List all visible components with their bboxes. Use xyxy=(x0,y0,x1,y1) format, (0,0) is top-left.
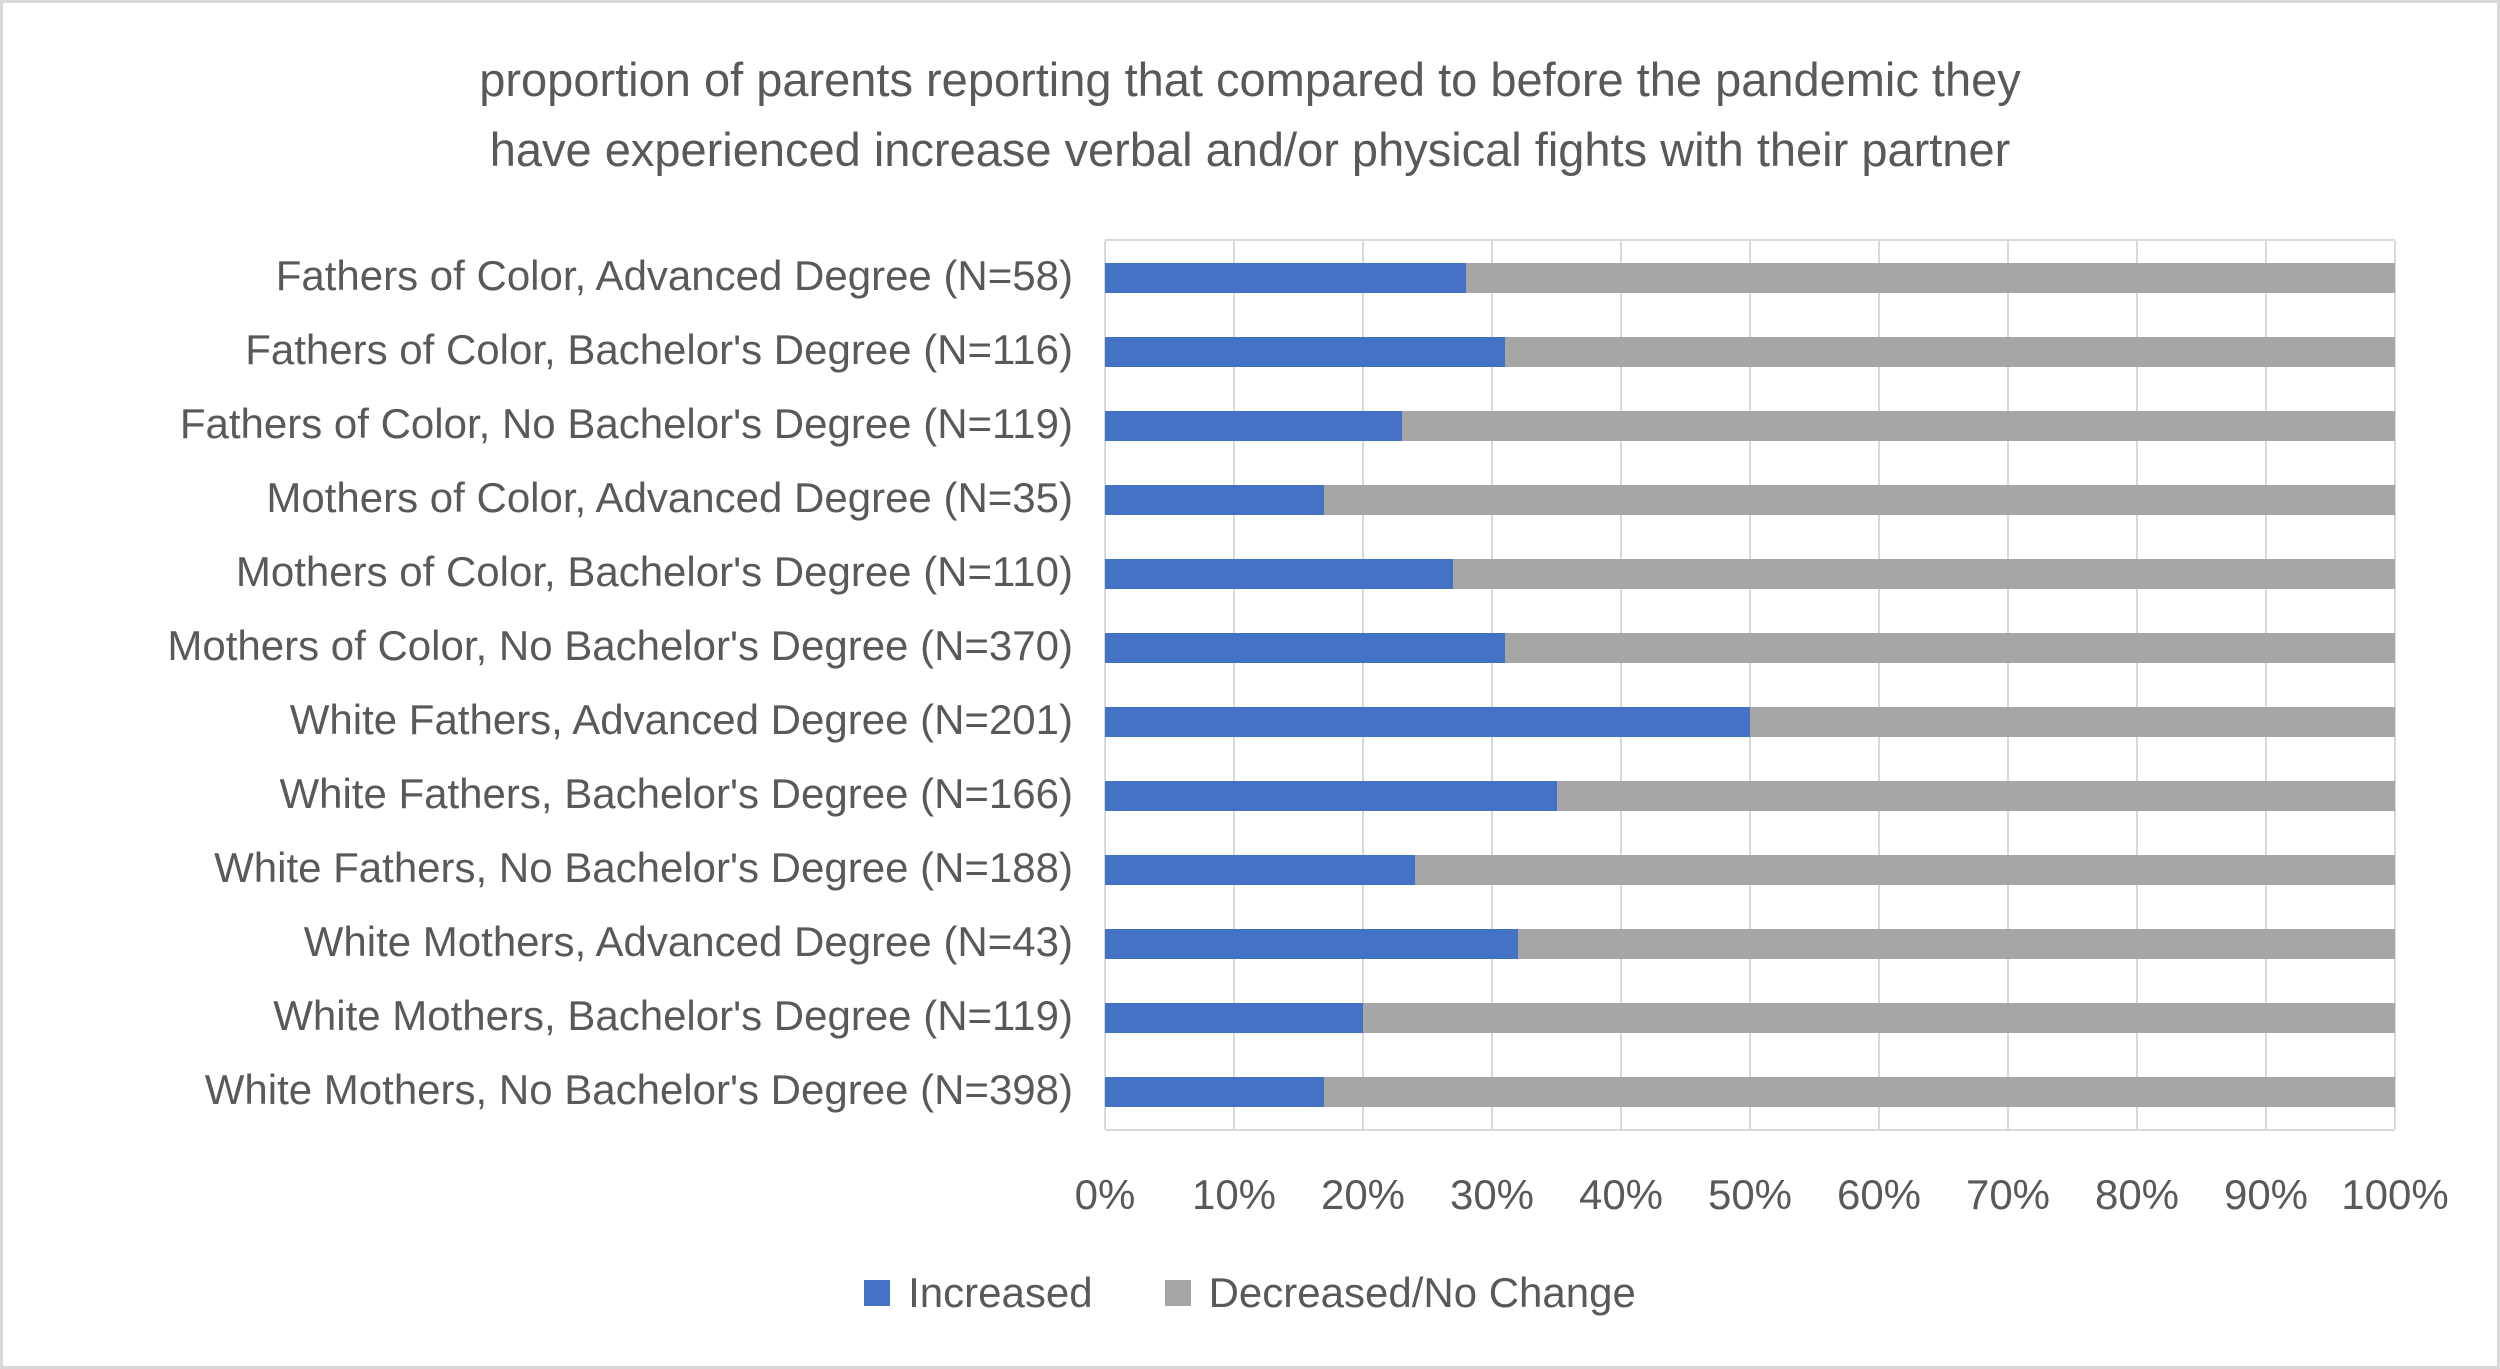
bar-segment-decreased-no-change xyxy=(1466,263,2395,293)
x-tick-label: 100% xyxy=(2341,1171,2449,1218)
bar-track xyxy=(1105,1003,2395,1033)
gridline-100% xyxy=(2394,241,2396,1129)
gridline-40% xyxy=(1620,241,1622,1129)
gridline-50% xyxy=(1749,241,1751,1129)
bar-segment-increased xyxy=(1105,781,1557,811)
bar-track xyxy=(1105,707,2395,737)
category-label: White Mothers, Advanced Degree (N=43) xyxy=(303,918,1073,965)
gridline-60% xyxy=(1878,241,1880,1129)
legend-swatch-increased-icon xyxy=(864,1280,891,1306)
category-label: Mothers of Color, Advanced Degree (N=35) xyxy=(266,474,1073,521)
bar-segment-decreased-no-change xyxy=(1504,337,2395,367)
bar-track xyxy=(1105,263,2395,293)
bar-segment-decreased-no-change xyxy=(1401,411,2395,441)
bar-track xyxy=(1105,633,2395,663)
category-label: Mothers of Color, Bachelor's Degree (N=1… xyxy=(235,548,1073,595)
x-tick-label: 40% xyxy=(1578,1171,1664,1218)
bar-segment-decreased-no-change xyxy=(1363,1003,2395,1033)
bar-segment-increased xyxy=(1105,633,1505,663)
x-tick-label: 60% xyxy=(1836,1171,1922,1218)
category-label: White Mothers, No Bachelor's Degree (N=3… xyxy=(204,1066,1073,1113)
bar-rows xyxy=(1105,241,2395,1129)
bar-segment-decreased-no-change xyxy=(1453,559,2395,589)
bar-track xyxy=(1105,929,2395,959)
gridline-70% xyxy=(2007,241,2009,1129)
bar-segment-increased xyxy=(1105,855,1415,885)
gridline-30% xyxy=(1491,241,1493,1129)
category-label: White Fathers, Bachelor's Degree (N=166) xyxy=(279,770,1073,817)
bar-segment-increased xyxy=(1105,929,1518,959)
value-axis: 0% 10% 20% 30% 40% 50% 60% 70% 80% 90% 100% xyxy=(1075,1171,2449,1223)
x-tick-label: 50% xyxy=(1707,1171,1793,1218)
bar-row xyxy=(1105,759,2395,833)
category-label: Mothers of Color, No Bachelor's Degree (… xyxy=(167,622,1073,669)
bar-segment-decreased-no-change xyxy=(1517,929,2395,959)
bar-segment-increased xyxy=(1105,485,1325,515)
chart-title-line-2: have experienced increase verbal and/or … xyxy=(489,123,2011,176)
gridline-80% xyxy=(2136,241,2138,1129)
bar-row xyxy=(1105,833,2395,907)
x-tick-label: 30% xyxy=(1449,1171,1535,1218)
bar-row xyxy=(1105,537,2395,611)
x-tick-label: 10% xyxy=(1191,1171,1277,1218)
bar-track xyxy=(1105,411,2395,441)
gridline-20% xyxy=(1362,241,1364,1129)
bar-row xyxy=(1105,241,2395,315)
x-tick-label: 20% xyxy=(1320,1171,1406,1218)
legend-label-decreased-no-change: Decreased/No Change xyxy=(1208,1269,1636,1316)
bar-row xyxy=(1105,685,2395,759)
bar-row xyxy=(1105,611,2395,685)
bar-track xyxy=(1105,485,2395,515)
legend-item-increased: Increased xyxy=(864,1269,1093,1317)
bar-track xyxy=(1105,1077,2395,1107)
bar-segment-decreased-no-change xyxy=(1504,633,2395,663)
gridline-90% xyxy=(2265,241,2267,1129)
bar-track xyxy=(1105,337,2395,367)
legend-item-decreased-no-change: Decreased/No Change xyxy=(1164,1269,1636,1317)
bar-track xyxy=(1105,855,2395,885)
bar-row xyxy=(1105,463,2395,537)
bar-segment-decreased-no-change xyxy=(1556,781,2395,811)
chart-title: proportion of parents reporting that com… xyxy=(3,45,2497,185)
gridline-0% xyxy=(1104,241,1106,1129)
bar-segment-increased xyxy=(1105,1003,1363,1033)
legend-label-increased: Increased xyxy=(908,1269,1093,1316)
bar-row xyxy=(1105,1055,2395,1129)
category-label: Fathers of Color, Bachelor's Degree (N=1… xyxy=(245,326,1073,373)
category-label: Fathers of Color, No Bachelor's Degree (… xyxy=(179,400,1073,447)
bar-segment-increased xyxy=(1105,559,1454,589)
bar-segment-increased xyxy=(1105,707,1750,737)
category-label: White Fathers, Advanced Degree (N=201) xyxy=(289,696,1073,743)
category-axis: Fathers of Color, Advanced Degree (N=58)… xyxy=(3,239,1089,1127)
bar-segment-increased xyxy=(1105,337,1505,367)
x-tick-label: 80% xyxy=(2094,1171,2180,1218)
bar-track xyxy=(1105,559,2395,589)
category-label: White Mothers, Bachelor's Degree (N=119) xyxy=(273,992,1073,1039)
bar-segment-decreased-no-change xyxy=(1324,1077,2395,1107)
bar-segment-decreased-no-change xyxy=(1750,707,2395,737)
plot-area xyxy=(1104,239,2396,1131)
category-label: White Fathers, No Bachelor's Degree (N=1… xyxy=(214,844,1073,891)
bar-segment-increased xyxy=(1105,411,1402,441)
bar-segment-increased xyxy=(1105,263,1467,293)
bar-track xyxy=(1105,781,2395,811)
gridline-10% xyxy=(1233,241,1235,1129)
chart-title-line-1: proportion of parents reporting that com… xyxy=(479,53,2021,106)
x-tick-label: 90% xyxy=(2223,1171,2309,1218)
x-tick-label: 0% xyxy=(1074,1171,1136,1218)
bar-row xyxy=(1105,981,2395,1055)
bar-row xyxy=(1105,907,2395,981)
bar-row xyxy=(1105,389,2395,463)
bar-segment-decreased-no-change xyxy=(1414,855,2395,885)
x-tick-label: 70% xyxy=(1965,1171,2051,1218)
bar-row xyxy=(1105,315,2395,389)
bar-segment-decreased-no-change xyxy=(1324,485,2395,515)
category-label: Fathers of Color, Advanced Degree (N=58) xyxy=(275,252,1073,299)
bar-segment-increased xyxy=(1105,1077,1325,1107)
legend-swatch-decreased-no-change-icon xyxy=(1164,1280,1191,1306)
legend: Increased Decreased/No Change xyxy=(3,1269,2497,1317)
